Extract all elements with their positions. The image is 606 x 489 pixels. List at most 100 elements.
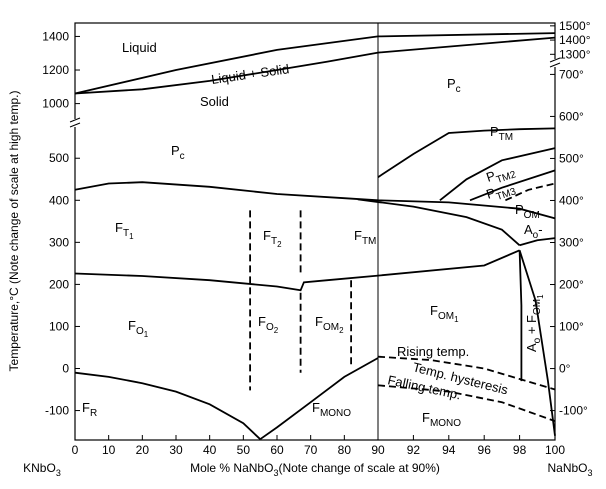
y2-tick-label: 400° — [559, 193, 584, 207]
left-end-label: KNbO3 — [23, 461, 61, 478]
phase-label: FO2 — [258, 314, 279, 335]
phase-boundary — [518, 250, 556, 436]
phase-label: FOM2 — [315, 314, 344, 335]
text-segment: Rising temp. — [397, 344, 469, 359]
text-segment: OM — [524, 210, 540, 221]
y-tick-label: 1000 — [42, 97, 69, 111]
x-tick-label: 70 — [304, 443, 318, 457]
phase-boundary — [74, 249, 520, 292]
x-tick-label: 96 — [478, 443, 492, 457]
text-segment: - — [538, 222, 542, 237]
text-segment: A — [524, 222, 533, 237]
text-segment: T — [271, 236, 277, 247]
phase-label: FO1 — [128, 318, 149, 339]
x-tick-label: 94 — [442, 443, 456, 457]
phase-boundary — [259, 357, 379, 440]
text-segment: o — [533, 230, 539, 241]
y-tick-label: 300 — [49, 235, 69, 249]
text-segment: Solid — [200, 94, 229, 109]
x-axis-title: Mole % NaNbO3(Note change of scale at 90… — [190, 461, 440, 478]
phase-label: Ao + FOM1 — [524, 294, 545, 352]
phase-boundary — [74, 36, 556, 95]
phase-label: Rising temp. — [397, 344, 469, 359]
text-segment: F — [128, 318, 136, 333]
text-segment: 3 — [588, 468, 593, 478]
x-tick-label: 30 — [169, 443, 183, 457]
axis-break — [70, 119, 80, 127]
right-end-label: NaNbO3 — [547, 461, 592, 478]
text-segment: F — [422, 410, 430, 425]
plot-frame — [74, 22, 556, 441]
phase-label: Ao- — [524, 222, 543, 241]
text-segment: (Note change of scale at 90%) — [278, 461, 439, 475]
axis-break — [549, 62, 561, 68]
y2-tick-label: 1500° — [559, 19, 591, 33]
text-segment: 2 — [274, 326, 279, 335]
text-segment: 2 — [339, 326, 344, 335]
text-segment: F — [315, 314, 323, 329]
text-segment: O — [266, 322, 274, 333]
y2-tick-label: 500° — [559, 151, 584, 165]
text-segment: P — [515, 202, 524, 217]
text-segment: TM — [362, 236, 376, 247]
phase-boundary — [469, 169, 556, 202]
text-segment: F — [115, 220, 123, 235]
phase-label: Liquid — [122, 40, 157, 55]
text-segment: MONO — [320, 408, 351, 419]
text-segment: 2 — [277, 240, 282, 249]
text-segment: OM — [323, 322, 339, 333]
y-tick-label: -100 — [45, 404, 69, 418]
x-tick-label: 40 — [203, 443, 217, 457]
text-segment: OM — [438, 311, 454, 322]
text-segment: c — [456, 84, 461, 95]
text-segment: A — [524, 343, 539, 352]
y2-tick-label: 0° — [559, 362, 571, 376]
text-segment: 1 — [129, 232, 134, 241]
phase-boundary — [377, 384, 556, 422]
phase-label: Pc — [447, 76, 461, 95]
x-tick-label: 10 — [102, 443, 116, 457]
phase-boundary — [518, 250, 523, 382]
text-segment: + F — [524, 315, 539, 338]
text-segment: R — [90, 408, 97, 419]
phase-label: FMONO — [422, 410, 461, 429]
phase-label: FTM — [354, 228, 376, 247]
text-segment: Liquid + Solid — [210, 61, 290, 87]
text-segment: 3 — [273, 468, 278, 478]
y-tick-label: 200 — [49, 277, 69, 291]
text-segment: P — [171, 143, 180, 158]
text-segment: TM — [499, 132, 513, 143]
axis-break — [549, 57, 561, 63]
text-segment: P — [490, 124, 499, 139]
y2-tick-label: 1400° — [559, 33, 591, 47]
text-segment: OM — [532, 299, 543, 315]
phase-boundary — [439, 147, 556, 202]
text-segment: c — [180, 151, 185, 162]
y-tick-label: 1400 — [42, 29, 69, 43]
text-segment: T — [123, 228, 129, 239]
y2-tick-label: -100° — [559, 404, 588, 418]
phase-boundary — [357, 198, 521, 246]
y-tick-label: 0 — [62, 362, 69, 376]
phase-label: PTM — [490, 124, 513, 143]
y-tick-label: 100 — [49, 319, 69, 333]
text-segment: MONO — [430, 418, 461, 429]
y-axis-title: Temperature,°C (Note change of scale at … — [7, 91, 21, 372]
text-segment: o — [532, 337, 543, 343]
y-tick-label: 500 — [49, 151, 69, 165]
phase-label: Solid — [200, 94, 229, 109]
phase-label: FR — [82, 400, 97, 419]
axis-break — [69, 122, 81, 128]
y2-tick-label: 1300° — [559, 47, 591, 61]
x-tick-label: 50 — [237, 443, 251, 457]
text-segment: F — [82, 400, 90, 415]
phase-label: POM — [515, 202, 540, 221]
phase-boundary — [74, 32, 556, 95]
x-tick-label: 0 — [72, 443, 79, 457]
y2-tick-label: 200° — [559, 278, 584, 292]
x-tick-label: 60 — [270, 443, 284, 457]
phase-label: FT2 — [263, 228, 282, 249]
phase-label: Liquid + Solid — [210, 61, 290, 87]
text-segment: 1 — [536, 294, 545, 299]
